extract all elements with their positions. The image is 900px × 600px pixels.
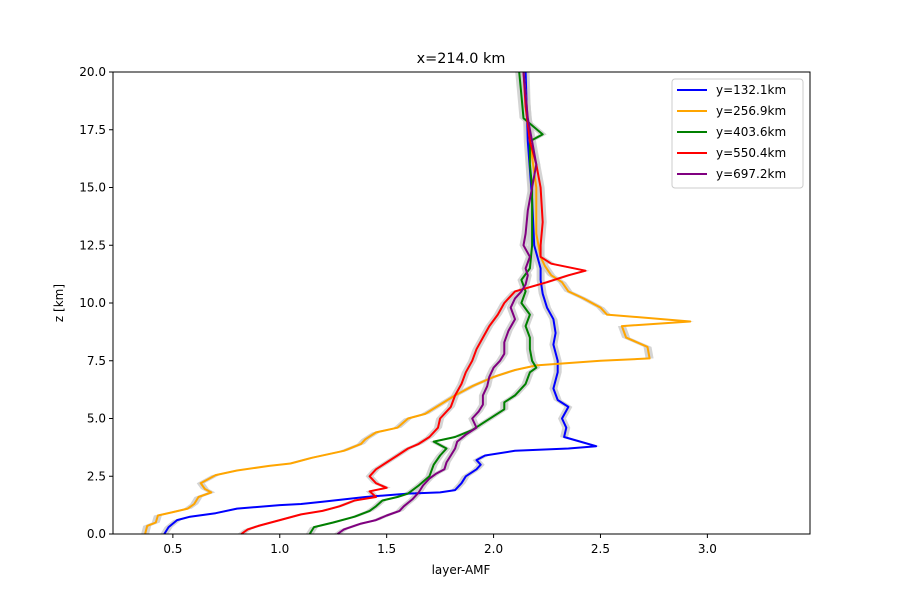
y-tick-label: 7.5: [87, 354, 106, 368]
series-line-5: [336, 71, 538, 535]
y-tick-label: 0.0: [87, 527, 106, 541]
series-line-2: [144, 71, 692, 535]
y-tick-label: 5.0: [87, 412, 106, 426]
x-tick-label: 0.5: [163, 542, 182, 556]
legend-box: [671, 78, 804, 189]
y-tick-label: 2.5: [87, 469, 106, 483]
y-tick-label: 20.0: [79, 65, 106, 79]
chart-title: x=214.0 km: [417, 51, 506, 67]
series-line-1: [163, 71, 598, 535]
legend-label-5: y=697.2km: [716, 167, 786, 181]
y-axis-label: z [km]: [52, 284, 66, 322]
legend-label-1: y=132.1km: [716, 83, 786, 97]
x-tick-label: 2.0: [484, 542, 503, 556]
y-tick-label: 17.5: [79, 123, 106, 137]
x-axis-label: layer-AMF: [432, 563, 491, 577]
x-tick-label: 2.5: [591, 542, 610, 556]
x-axis-ticks: 0.5 1.0 1.5 2.0 2.5 3.0: [163, 534, 717, 556]
x-tick-label: 3.0: [698, 542, 717, 556]
y-tick-label: 12.5: [79, 238, 106, 252]
y-axis-ticks: 0.0 2.5 5.0 7.5 10.0 12.5 15.0 17.5 20.0: [79, 65, 113, 541]
series-line-4: [240, 71, 587, 535]
x-tick-label: 1.5: [377, 542, 396, 556]
legend: y=132.1km y=256.9km y=403.6km y=550.4km y=69…: [671, 78, 804, 189]
uncertainty-bands: [141, 72, 695, 534]
series-line-3: [308, 71, 544, 535]
legend-label-3: y=403.6km: [716, 125, 786, 139]
y-tick-label: 15.0: [79, 181, 106, 195]
x-tick-label: 1.0: [270, 542, 289, 556]
y-tick-label: 10.0: [79, 296, 106, 310]
legend-label-4: y=550.4km: [716, 146, 786, 160]
uncertainty-band-3: [305, 72, 547, 534]
legend-label-2: y=256.9km: [716, 104, 786, 118]
series-lines: [144, 71, 692, 535]
